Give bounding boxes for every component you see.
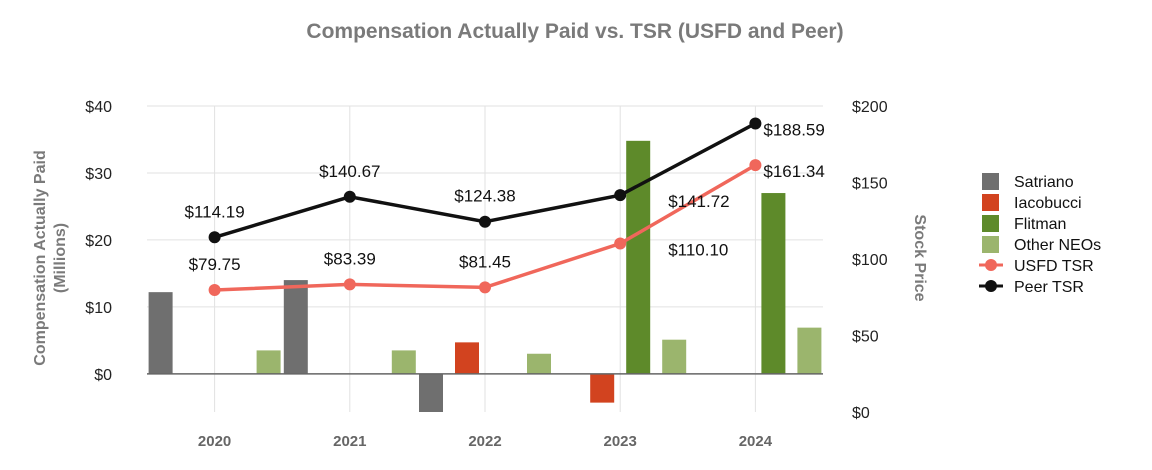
x-tick-label: 2024: [739, 433, 773, 450]
bar: [590, 373, 615, 403]
y-tick-label: $20: [85, 233, 112, 250]
chart-title: Compensation Actually Paid vs. TSR (USFD…: [306, 20, 843, 43]
legend: Satriano Iacobucci Flitman Other NEOs USFD T…: [979, 173, 1101, 296]
y-axis-ticks: $0 $10 $20 $30 $40: [85, 99, 112, 384]
grid: [147, 105, 823, 412]
data-label: $161.34: [763, 162, 824, 181]
legend-label: Peer TSR: [1014, 279, 1084, 296]
data-label: $141.72: [668, 192, 729, 211]
legend-marker: [985, 259, 997, 271]
legend-swatch: [982, 194, 999, 211]
bar: [391, 350, 416, 374]
series-marker: [479, 215, 491, 228]
data-label: $83.39: [324, 249, 376, 268]
data-label: $110.10: [668, 241, 728, 260]
series-marker: [749, 159, 762, 172]
data-label: $124.38: [454, 187, 515, 206]
x-tick-label: 2023: [604, 433, 637, 450]
series-marker: [208, 283, 221, 296]
bar: [256, 350, 281, 374]
bar: [148, 292, 173, 374]
legend-marker: [985, 280, 997, 292]
y2-tick-label: $200: [852, 99, 888, 116]
data-label: $140.67: [319, 162, 380, 181]
y2-tick-label: $50: [852, 329, 879, 346]
series-marker: [614, 237, 627, 250]
data-label: $188.59: [763, 120, 824, 139]
data-label: $79.75: [189, 255, 241, 274]
y-tick-label: $40: [85, 99, 112, 116]
series-marker: [208, 231, 221, 244]
bar: [527, 353, 551, 374]
series-marker: [343, 278, 356, 291]
legend-swatch: [982, 173, 999, 190]
bar: [283, 280, 308, 374]
bar: [797, 327, 822, 374]
bar: [662, 339, 687, 374]
data-label: $114.19: [184, 202, 244, 221]
series-marker: [479, 281, 491, 294]
legend-label: USFD TSR: [1014, 258, 1094, 275]
y2-axis-title: Stock Price: [911, 214, 928, 301]
bars: [148, 140, 822, 412]
y2-tick-label: $100: [852, 252, 888, 269]
bar: [761, 193, 786, 374]
y-tick-label: $0: [94, 367, 112, 384]
y-tick-label: $30: [85, 166, 112, 183]
y2-axis-ticks: $0 $50 $100 $150 $200: [852, 99, 888, 422]
series-marker: [614, 189, 627, 202]
y2-tick-label: $150: [852, 176, 888, 193]
x-tick-label: 2021: [333, 433, 366, 450]
bar: [419, 373, 443, 412]
series-marker: [343, 190, 356, 203]
y2-tick-label: $0: [852, 405, 870, 422]
x-axis-ticks: 2020 2021 2022 2023 2024: [198, 433, 773, 450]
x-tick-label: 2020: [198, 433, 231, 450]
bar: [626, 140, 651, 374]
x-tick-label: 2022: [468, 433, 501, 450]
bar: [455, 342, 479, 374]
y-tick-label: $10: [85, 300, 112, 317]
data-labels: $79.75 $83.39 $81.45 $110.10 $161.34 $114.19 $…: [184, 120, 824, 274]
legend-label: Satriano: [1014, 174, 1074, 191]
legend-swatch: [982, 215, 999, 232]
series-marker: [749, 117, 762, 130]
legend-swatch: [982, 236, 999, 253]
data-label: $81.45: [459, 252, 511, 271]
y-axis-units: (Millions): [52, 223, 69, 293]
legend-label: Flitman: [1014, 216, 1066, 233]
legend-label: Other NEOs: [1014, 237, 1101, 254]
legend-label: Iacobucci: [1014, 195, 1082, 212]
y-axis-title: Compensation Actually Paid: [32, 150, 49, 365]
lines: [208, 117, 762, 296]
